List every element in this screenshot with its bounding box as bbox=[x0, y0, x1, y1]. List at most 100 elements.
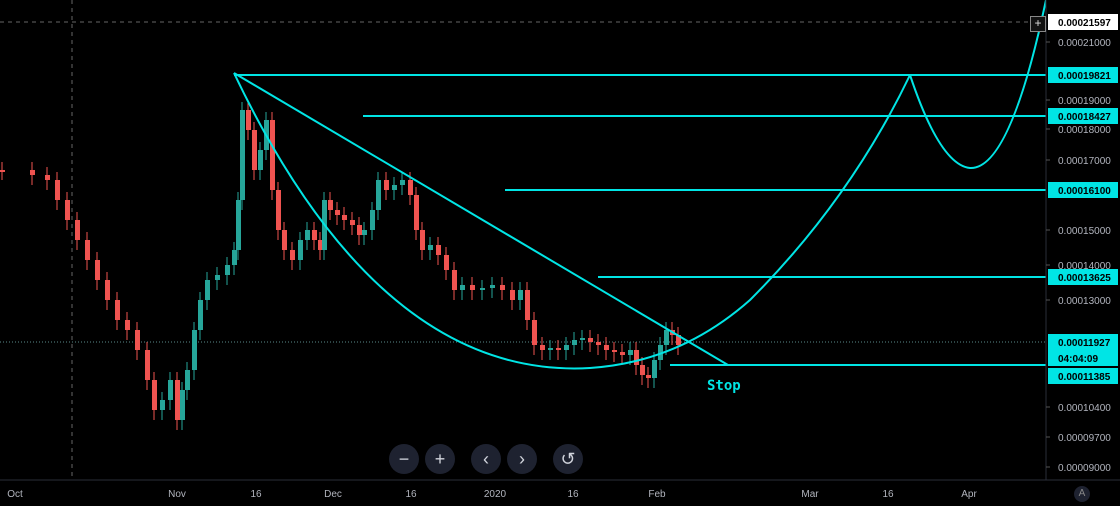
price-tick-label: 0.00021000 bbox=[1058, 38, 1111, 49]
time-tick-label: 16 bbox=[567, 489, 579, 500]
price-tag bbox=[1048, 350, 1118, 366]
candle-body bbox=[30, 170, 35, 175]
candle-body bbox=[312, 230, 317, 240]
candle-body bbox=[298, 240, 303, 260]
candle-body bbox=[580, 338, 585, 340]
candle-body bbox=[652, 360, 657, 378]
candlestick-series bbox=[0, 102, 681, 430]
candle-body bbox=[0, 170, 5, 172]
drawing-layer bbox=[233, 0, 1047, 370]
candle-body bbox=[115, 300, 120, 320]
candle-body bbox=[246, 110, 251, 130]
price-tag-label: 0.00016100 bbox=[1058, 186, 1111, 197]
candle-body bbox=[305, 230, 310, 240]
candle-body bbox=[125, 320, 130, 330]
candle-body bbox=[215, 275, 220, 280]
price-tick-label: 0.00009700 bbox=[1058, 433, 1111, 444]
candle-body bbox=[232, 250, 237, 265]
time-tick-label: Dec bbox=[324, 489, 342, 500]
candle-body bbox=[198, 300, 203, 330]
cup-curve[interactable] bbox=[233, 72, 911, 370]
price-tick-label: 0.00009000 bbox=[1058, 463, 1111, 474]
add-icon[interactable]: + bbox=[1030, 16, 1046, 32]
price-tag bbox=[1048, 67, 1118, 83]
candle-body bbox=[95, 260, 100, 280]
time-tick-label: 16 bbox=[250, 489, 262, 500]
handle-curve[interactable] bbox=[909, 0, 1047, 170]
candle-body bbox=[658, 345, 663, 360]
reset-chart-button[interactable]: ↺ bbox=[553, 444, 583, 474]
candle-body bbox=[328, 200, 333, 210]
candle-body bbox=[428, 245, 433, 250]
scroll-right-button[interactable]: › bbox=[507, 444, 537, 474]
candle-body bbox=[612, 350, 617, 352]
time-tick-label: Mar bbox=[801, 489, 819, 500]
candle-body bbox=[564, 345, 569, 350]
price-tag-label: 0.00019821 bbox=[1058, 71, 1111, 82]
scroll-left-button[interactable]: ‹ bbox=[471, 444, 501, 474]
time-tick-label: 16 bbox=[882, 489, 894, 500]
time-tick-label: 2020 bbox=[484, 489, 507, 500]
candle-body bbox=[240, 110, 245, 200]
candle-body bbox=[572, 340, 577, 345]
price-tag bbox=[1048, 334, 1118, 350]
time-tick-label: 16 bbox=[405, 489, 417, 500]
candle-body bbox=[236, 200, 241, 250]
zoom-in-button[interactable]: + bbox=[425, 444, 455, 474]
candle-body bbox=[414, 195, 419, 230]
price-tag bbox=[1048, 182, 1118, 198]
chart-toolbar: − + ‹ › ↺ bbox=[389, 444, 583, 474]
candle-body bbox=[335, 210, 340, 215]
trend-line[interactable] bbox=[233, 72, 729, 366]
candle-body bbox=[664, 330, 669, 345]
stop-annotation: Stop bbox=[707, 378, 741, 394]
candle-body bbox=[518, 290, 523, 300]
zoom-out-button[interactable]: − bbox=[389, 444, 419, 474]
price-tag bbox=[1048, 14, 1118, 30]
candle-body bbox=[105, 280, 110, 300]
price-tag bbox=[1048, 368, 1118, 384]
candle-body bbox=[318, 240, 323, 250]
candle-body bbox=[75, 220, 80, 240]
candle-body bbox=[282, 230, 287, 250]
candle-body bbox=[65, 200, 70, 220]
candle-body bbox=[152, 380, 157, 410]
candle-body bbox=[532, 320, 537, 345]
auto-scale-button[interactable]: A bbox=[1074, 486, 1090, 502]
candle-body bbox=[408, 180, 413, 195]
time-tick-label: Apr bbox=[961, 489, 977, 500]
candle-body bbox=[342, 215, 347, 220]
candle-body bbox=[175, 380, 180, 420]
price-tick-label: 0.00019000 bbox=[1058, 96, 1111, 107]
candle-body bbox=[384, 180, 389, 190]
candle-body bbox=[436, 245, 441, 255]
candle-body bbox=[145, 350, 150, 380]
candle-body bbox=[252, 130, 257, 170]
candle-body bbox=[588, 338, 593, 342]
candle-body bbox=[420, 230, 425, 250]
candle-body bbox=[628, 350, 633, 355]
candle-body bbox=[480, 288, 485, 290]
time-tick-label: Oct bbox=[7, 489, 23, 500]
candle-body bbox=[400, 180, 405, 185]
candle-body bbox=[510, 290, 515, 300]
price-tag bbox=[1048, 269, 1118, 285]
candle-body bbox=[470, 285, 475, 290]
candle-body bbox=[258, 150, 263, 170]
candle-body bbox=[362, 230, 367, 235]
time-tick-label: Nov bbox=[168, 489, 186, 500]
price-tag-label: 0.00011385 bbox=[1058, 372, 1111, 383]
candle-body bbox=[135, 330, 140, 350]
candle-body bbox=[452, 270, 457, 290]
candle-body bbox=[168, 380, 173, 400]
candle-body bbox=[460, 285, 465, 290]
candle-body bbox=[225, 265, 230, 275]
price-tag bbox=[1048, 108, 1118, 124]
price-tag-label: 0.00021597 bbox=[1058, 18, 1111, 29]
candle-body bbox=[270, 120, 275, 190]
candle-body bbox=[55, 180, 60, 200]
candle-body bbox=[45, 175, 50, 180]
candle-body bbox=[370, 210, 375, 230]
candle-body bbox=[85, 240, 90, 260]
